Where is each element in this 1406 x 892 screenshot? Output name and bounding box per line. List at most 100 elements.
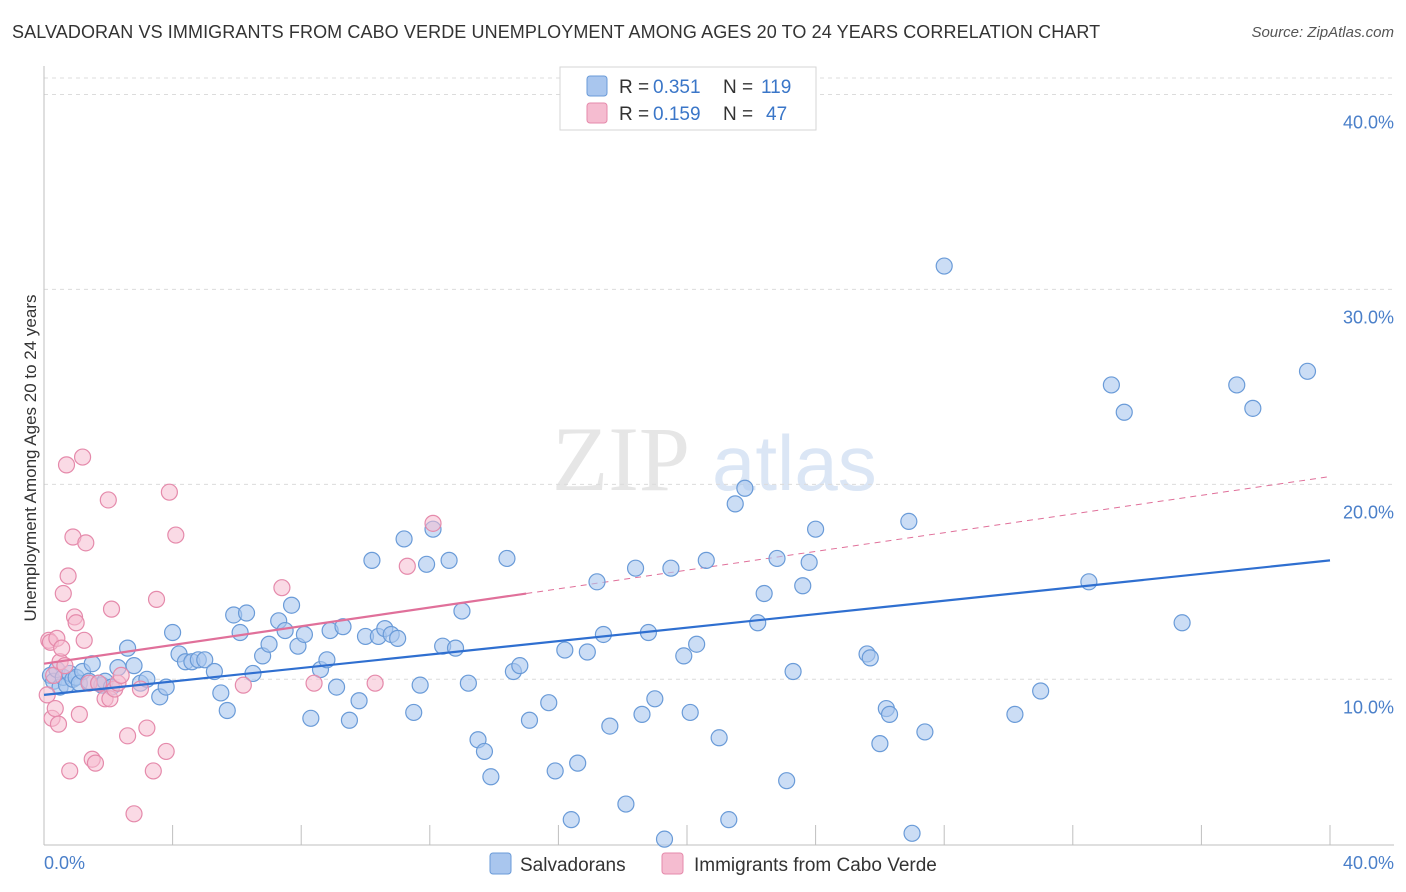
y-tick-labels: 10.0% 20.0% 30.0% 40.0% [1343,112,1394,717]
cabo-verde-trend-dashed [526,476,1331,595]
watermark-atlas: atlas [712,419,877,507]
salvadorans-point-84 [617,795,635,813]
salvadorans-point-58 [395,530,413,548]
salvadorans-point-85 [626,559,645,577]
salvadorans-point-117 [1032,682,1050,700]
legend-r-value-1: 0.351 [653,77,701,98]
salvadorans-point-69 [475,742,494,761]
salvadorans-point-79 [569,754,587,772]
salvadorans-point-59 [405,703,423,722]
legend-r-label-1: R = [619,77,649,98]
trend-lines [526,476,1331,595]
salvadorans-point-48 [327,678,346,696]
cabo-verde-point-40 [160,483,178,501]
cabo-verde-point-25 [90,674,108,692]
legend-n-value-2: 47 [766,104,787,125]
salvadorans-point-76 [546,762,564,780]
legend-salvadorans-label: Salvadorans [520,855,626,876]
salvadorans-point-90 [662,559,680,577]
cabo-verde-point-12 [57,456,76,474]
salvadorans-point-71 [498,549,516,568]
salvadorans-point-73 [511,657,529,675]
series-legend: Salvadorans Immigrants from Cabo Verde [489,852,937,876]
salvadorans-point-111 [880,705,899,723]
salvadorans-point-66 [453,602,471,620]
salvadorans-point-93 [688,635,706,653]
cabo-verde-point-41 [167,526,185,544]
salvadorans-point-38 [260,635,278,653]
salvadorans-point-86 [633,705,651,723]
salvadorans-point-99 [749,614,767,632]
legend-swatch-pink [586,102,608,124]
salvadorans-point-82 [594,625,613,644]
salvadorans-point-118 [1080,573,1098,591]
salvadorans-point-29 [196,651,214,669]
legend-n-value-1: 119 [761,77,791,98]
cabo-verde-point-43 [273,579,291,597]
chart-title: SALVADORAN VS IMMIGRANTS FROM CABO VERDE… [12,22,1101,42]
salvadorans-point-53 [363,551,381,569]
salvadorans-point-67 [459,674,477,692]
legend-salvadorans-swatch [489,852,512,875]
salvadorans-point-32 [218,701,236,720]
legend-r-value-2: 0.159 [653,104,701,125]
salvadorans-point-83 [601,717,619,735]
salvadorans-point-94 [697,551,715,569]
cabo-verde-point-27 [99,491,117,509]
cabo-verde-point-10 [54,584,72,603]
cabo-verde-point-13 [59,567,77,585]
cabo-verde-point-7 [49,715,68,733]
cabo-verde-point-17 [67,614,85,632]
salvadorans-point-123 [1244,399,1262,417]
cabo-verde-point-5 [46,699,64,718]
watermark-zip: ZIP [552,408,690,510]
cabo-verde-point-29 [102,600,121,618]
salvadorans-point-34 [231,623,249,642]
legend-cabo-verde-swatch [661,852,684,875]
y-tick-label-20: 20.0% [1343,502,1394,522]
salvadorans-point-100 [755,584,773,603]
legend-n-label-1: N = [723,77,753,98]
salvadorans-point-112 [900,512,918,531]
cabo-verde-point-24 [86,754,105,772]
cabo-verde-point-46 [424,514,442,532]
legend-swatch-blue [586,75,608,97]
cabo-verde-point-14 [61,762,79,780]
cabo-verde-point-45 [366,674,384,692]
salvadorans-point-49 [334,618,352,636]
axes [43,66,1394,846]
cabo-verde-point-21 [77,534,95,552]
salvadorans-point-43 [295,625,314,644]
cabo-verde-points [38,448,442,823]
salvadorans-point-44 [302,709,320,727]
legend-cabo-verde-label: Immigrants from Cabo Verde [694,855,937,876]
correlation-legend: R = 0.351 N = 119 R = 0.159 N = 47 [559,66,817,131]
source-label: Source: ZipAtlas.com [1251,24,1394,41]
salvadorans-point-122 [1228,376,1246,394]
salvadorans-point-105 [800,553,818,571]
cabo-verde-point-42 [234,676,252,694]
cabo-verde-point-34 [125,805,143,823]
salvadorans-point-80 [578,643,596,661]
salvadorans-point-19 [125,657,143,675]
salvadorans-point-88 [646,690,664,708]
salvadorans-point-60 [411,676,429,694]
legend-r-label-2: R = [619,104,649,125]
salvadorans-point-113 [903,824,921,842]
salvadorans-trend-line [43,559,1331,696]
salvadorans-point-97 [726,495,744,513]
salvadorans-point-101 [768,549,786,568]
salvadorans-point-109 [871,735,889,753]
salvadorans-point-40 [276,621,294,640]
trend-lines-solid [43,559,1331,696]
cabo-verde-point-20 [75,631,93,649]
salvadorans-point-119 [1102,376,1120,394]
cabo-verde-point-19 [73,448,92,466]
cabo-verde-point-38 [147,590,166,608]
salvadorans-point-121 [1173,614,1191,632]
salvadorans-point-57 [389,629,407,647]
salvadorans-point-106 [806,520,825,538]
salvadorans-point-61 [417,555,436,573]
cabo-verde-trend-line [43,592,527,665]
